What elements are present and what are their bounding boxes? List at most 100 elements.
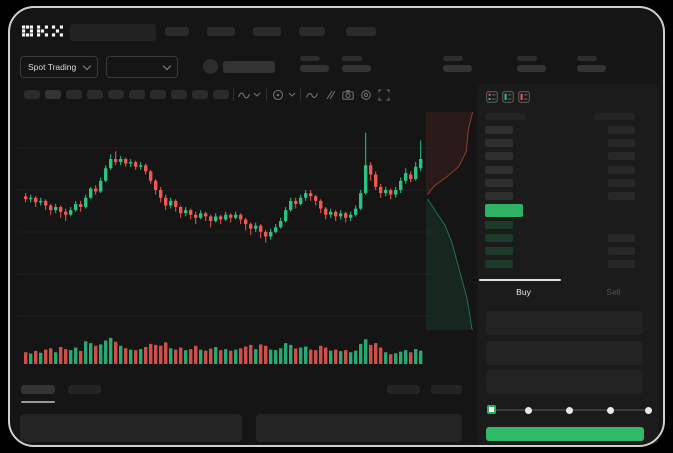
bid-size-placeholder xyxy=(608,247,635,255)
timeframe-button[interactable] xyxy=(66,90,82,99)
timeframe-button[interactable] xyxy=(150,90,166,99)
toolbar-separator xyxy=(266,88,267,101)
bid-row[interactable] xyxy=(485,260,635,268)
bottom-tab-active[interactable] xyxy=(21,385,55,394)
ask-price-placeholder xyxy=(485,179,513,187)
amount-field[interactable] xyxy=(486,341,643,365)
ask-price-placeholder xyxy=(485,192,513,200)
stat-value-placeholder xyxy=(342,65,371,72)
bid-price-placeholder xyxy=(485,260,513,268)
ask-row[interactable] xyxy=(485,179,635,187)
slider-stop-100[interactable] xyxy=(645,406,652,414)
total-field[interactable] xyxy=(486,370,643,394)
bid-row[interactable] xyxy=(485,247,635,255)
nav-item[interactable] xyxy=(253,27,281,36)
nav-item[interactable] xyxy=(299,27,325,36)
ask-row[interactable] xyxy=(485,126,635,134)
depth-chart[interactable] xyxy=(426,111,479,335)
timeframe-button[interactable] xyxy=(129,90,145,99)
stat-value-placeholder xyxy=(517,65,546,72)
bottom-toolbar-button[interactable] xyxy=(431,385,462,394)
ask-price-placeholder xyxy=(485,152,513,160)
timeframe-button[interactable] xyxy=(213,90,229,99)
chevron-down-icon[interactable] xyxy=(288,92,300,104)
stat-label-placeholder xyxy=(300,56,320,61)
nav-item[interactable] xyxy=(346,27,376,36)
buy-submit-button[interactable] xyxy=(486,427,644,441)
market-type-select[interactable]: Spot Trading xyxy=(20,56,98,78)
last-price-badge[interactable] xyxy=(485,204,523,217)
timeframe-button[interactable] xyxy=(108,90,124,99)
okx-logo[interactable] xyxy=(22,24,63,42)
timeframe-button[interactable] xyxy=(24,90,40,99)
bid-row[interactable] xyxy=(485,221,635,229)
slider-stop-25[interactable] xyxy=(524,406,532,414)
history-panel-placeholder xyxy=(256,414,462,442)
timeframe-button[interactable] xyxy=(87,90,103,99)
chevron-down-icon xyxy=(162,61,172,70)
ask-price-placeholder xyxy=(485,166,513,174)
stat-label-placeholder xyxy=(517,56,537,61)
stat-label-placeholder xyxy=(577,56,597,61)
candlestick-chart[interactable] xyxy=(18,110,430,373)
drawing-tools-icon[interactable] xyxy=(324,89,336,101)
orderbook-header-placeholder xyxy=(594,113,635,120)
buy-tab-indicator xyxy=(479,279,561,281)
toolbar-separator xyxy=(233,88,234,101)
stat-value-placeholder xyxy=(577,65,606,72)
ask-row[interactable] xyxy=(485,152,635,160)
stat-label-placeholder xyxy=(443,56,463,61)
timeframe-button-active[interactable] xyxy=(45,90,61,99)
nav-item[interactable] xyxy=(165,27,189,36)
nav-item[interactable] xyxy=(207,27,235,36)
book-asks-icon[interactable] xyxy=(518,91,530,103)
price-field[interactable] xyxy=(486,311,643,335)
orders-panel-placeholder xyxy=(20,414,242,442)
timeframe-button[interactable] xyxy=(171,90,187,99)
orderbook-header-placeholder xyxy=(485,113,525,120)
timeframe-button[interactable] xyxy=(192,90,208,99)
ask-size-placeholder xyxy=(608,152,635,160)
line-tool-icon[interactable] xyxy=(306,89,318,101)
ask-size-placeholder xyxy=(608,139,635,147)
bid-price-placeholder xyxy=(485,221,513,229)
search-input[interactable] xyxy=(70,24,156,41)
toolbar-separator xyxy=(300,88,301,101)
slider-stop-75[interactable] xyxy=(607,406,615,414)
camera-icon[interactable] xyxy=(342,89,354,101)
ask-size-placeholder xyxy=(608,179,635,187)
stat-label-placeholder xyxy=(342,56,362,61)
book-combined-icon[interactable] xyxy=(486,91,498,103)
ask-size-placeholder xyxy=(608,126,635,134)
bid-price-placeholder xyxy=(485,247,513,255)
indicators-icon[interactable] xyxy=(272,89,284,101)
bid-size-placeholder xyxy=(608,260,635,268)
pair-name-placeholder xyxy=(223,61,275,73)
tab-sell[interactable]: Sell xyxy=(606,287,621,297)
tab-buy[interactable]: Buy xyxy=(516,287,531,297)
ask-price-placeholder xyxy=(485,126,513,134)
ask-row[interactable] xyxy=(485,166,635,174)
okx-logo-glyphs xyxy=(22,25,63,37)
ask-row[interactable] xyxy=(485,192,635,200)
bottom-toolbar-button[interactable] xyxy=(387,385,420,394)
bid-price-placeholder xyxy=(485,234,513,242)
bottom-tab[interactable] xyxy=(68,385,101,394)
ask-size-placeholder xyxy=(608,166,635,174)
chevron-down-icon[interactable] xyxy=(253,92,265,104)
candlestick-chart-canvas xyxy=(18,132,430,364)
stat-value-placeholder xyxy=(443,65,472,72)
chart-type-icon[interactable] xyxy=(238,89,250,101)
bid-row[interactable] xyxy=(485,234,635,242)
slider-stop-50[interactable] xyxy=(566,406,573,414)
amount-slider[interactable] xyxy=(487,403,652,417)
coin-avatar xyxy=(203,59,218,74)
slider-handle[interactable] xyxy=(487,405,496,414)
pair-select[interactable] xyxy=(106,56,178,78)
book-bids-icon[interactable] xyxy=(502,91,514,103)
stat-value-placeholder xyxy=(300,65,329,72)
ask-row[interactable] xyxy=(485,139,635,147)
settings-gear-icon[interactable] xyxy=(360,89,372,101)
fullscreen-icon[interactable] xyxy=(378,89,390,101)
